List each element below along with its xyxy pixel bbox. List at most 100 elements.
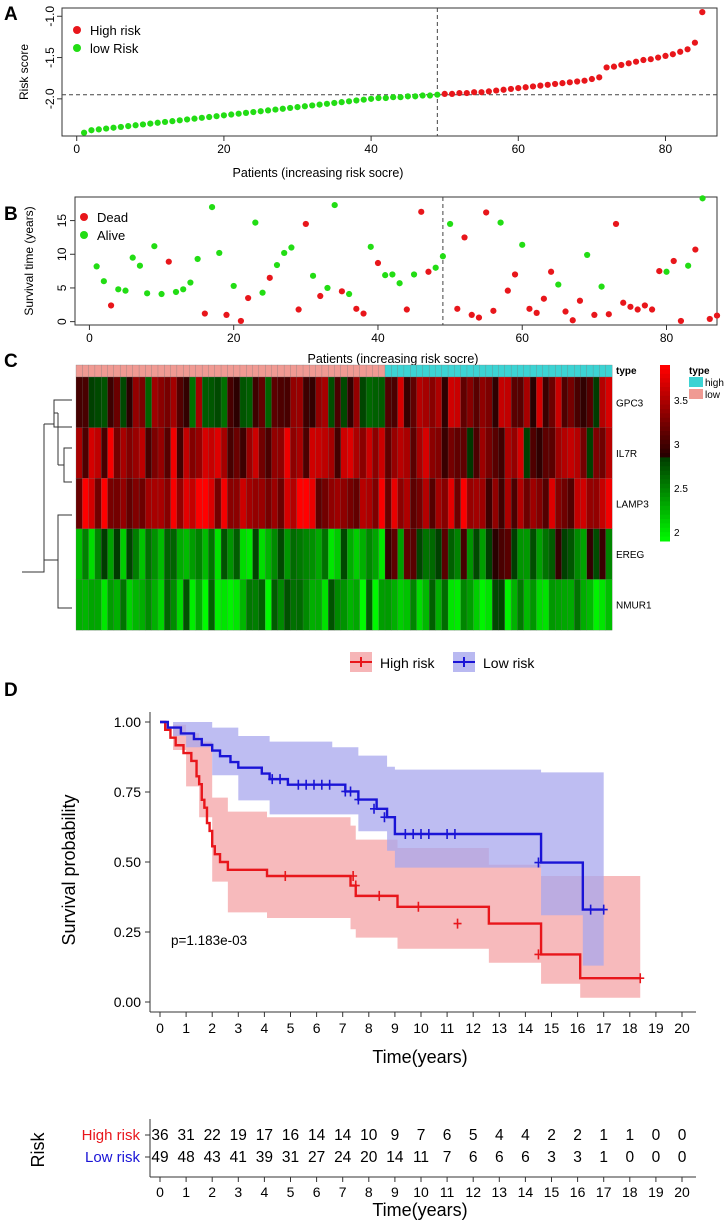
heatmap-cell (580, 376, 588, 428)
color-scale-segment (660, 461, 670, 467)
heatmap-cell (397, 427, 405, 479)
heatmap-cell (214, 579, 222, 631)
heatmap-cell (283, 528, 291, 580)
heatmap-cell (542, 376, 550, 428)
annotation-cell (416, 364, 424, 378)
x-tick-label: 20 (227, 331, 241, 345)
color-scale-segment (660, 435, 670, 441)
x-axis-label: Time(years) (372, 1047, 467, 1067)
censor-mark (453, 918, 462, 929)
heatmap-cell (435, 478, 443, 530)
heatmap-cell (126, 427, 134, 479)
heatmap-cell (353, 376, 361, 428)
heatmap-cell (447, 528, 455, 580)
legend-label-low: low (705, 390, 721, 401)
risk-count: 2 (547, 1127, 556, 1144)
heatmap-cell (435, 579, 443, 631)
annotation-cell (201, 364, 209, 378)
heatmap-cell (365, 579, 373, 631)
risk-count: 39 (256, 1149, 273, 1166)
risk-score-point (88, 127, 95, 134)
x-tick-label: 20 (674, 1184, 690, 1200)
x-tick-label: 1 (182, 1184, 190, 1200)
heatmap-cell (384, 427, 392, 479)
legend-label-high: high (705, 378, 724, 389)
x-tick-label: 12 (465, 1184, 481, 1200)
x-tick-label: 60 (516, 331, 530, 345)
heatmap-cell (183, 478, 190, 530)
heatmap-cell (372, 427, 380, 479)
heatmap-cell (391, 376, 398, 428)
color-scale-segment (660, 470, 670, 476)
risk-count: 1 (599, 1149, 608, 1166)
risk-score-point (559, 80, 566, 87)
x-tick-label: 12 (465, 1020, 481, 1036)
x-tick-label: 14 (518, 1184, 534, 1200)
heatmap-cell (170, 528, 178, 580)
x-tick-label: 8 (365, 1184, 373, 1200)
heatmap-cell (574, 376, 581, 428)
heatmap-cell (372, 478, 380, 530)
x-tick-label: 17 (596, 1020, 612, 1036)
heatmap-cell (555, 376, 562, 428)
heatmap-cell (347, 528, 354, 580)
x-axis-label: Patients (increasing risk socre) (308, 352, 479, 366)
heatmap-cell (271, 478, 279, 530)
heatmap-cell (485, 528, 493, 580)
censor-mark (380, 812, 389, 823)
heatmap-cell (201, 478, 209, 530)
x-tick-label: 40 (364, 142, 378, 156)
alive-patient-point (382, 272, 389, 279)
risk-score-point (132, 122, 139, 129)
heatmap-cell (365, 478, 373, 530)
heatmap-cell (189, 376, 197, 428)
risk-score-point (610, 63, 618, 70)
heatmap-cell (321, 579, 329, 631)
risk-score-point (272, 106, 279, 113)
censor-mark (401, 829, 410, 839)
heatmap-cell (176, 528, 184, 580)
censor-mark (325, 779, 334, 790)
heatmap-cell (378, 478, 386, 530)
x-tick-label: 15 (544, 1184, 560, 1200)
heatmap-cell (359, 528, 367, 580)
risk-score-point (287, 104, 294, 112)
heatmap-cell (340, 478, 348, 530)
heatmap-cell (334, 376, 342, 428)
heatmap-cell (599, 427, 607, 479)
heatmap-cell (246, 579, 253, 631)
x-tick-label: 18 (622, 1184, 638, 1200)
color-scale-segment (660, 453, 670, 458)
alive-patient-point (685, 262, 692, 269)
annotation-cell (422, 364, 430, 378)
alive-patient-point (122, 287, 129, 294)
heatmap-cell (164, 528, 171, 580)
annotation-cell (265, 364, 272, 378)
heatmap-cell (220, 478, 228, 530)
dead-patient-point (201, 310, 208, 317)
row-label-low: Low risk (85, 1149, 141, 1166)
annotation-cell (328, 364, 335, 378)
alive-patient-point (699, 195, 706, 202)
heatmap-cell (227, 376, 234, 428)
heatmap-cell (372, 528, 380, 580)
x-tick-label: 0 (156, 1020, 164, 1036)
risk-score-point (522, 84, 529, 91)
annotation-cell (157, 364, 165, 378)
risk-count: 31 (282, 1149, 299, 1166)
risk-score-point (198, 114, 205, 121)
alive-patient-point (187, 279, 194, 286)
heatmap-cell (145, 528, 152, 580)
risk-score-point (581, 77, 588, 84)
heatmap-cell (220, 528, 228, 580)
risk-score-point (500, 86, 507, 93)
heatmap-cell (265, 427, 272, 479)
heatmap-cell (252, 579, 260, 631)
heatmap-cell (252, 478, 260, 530)
heatmap-cell (214, 478, 222, 530)
x-tick-label: 5 (287, 1020, 295, 1036)
censor-mark (354, 794, 363, 805)
heatmap-cell (157, 478, 165, 530)
heatmap-cell (460, 579, 468, 631)
heatmap-cell (107, 528, 115, 580)
